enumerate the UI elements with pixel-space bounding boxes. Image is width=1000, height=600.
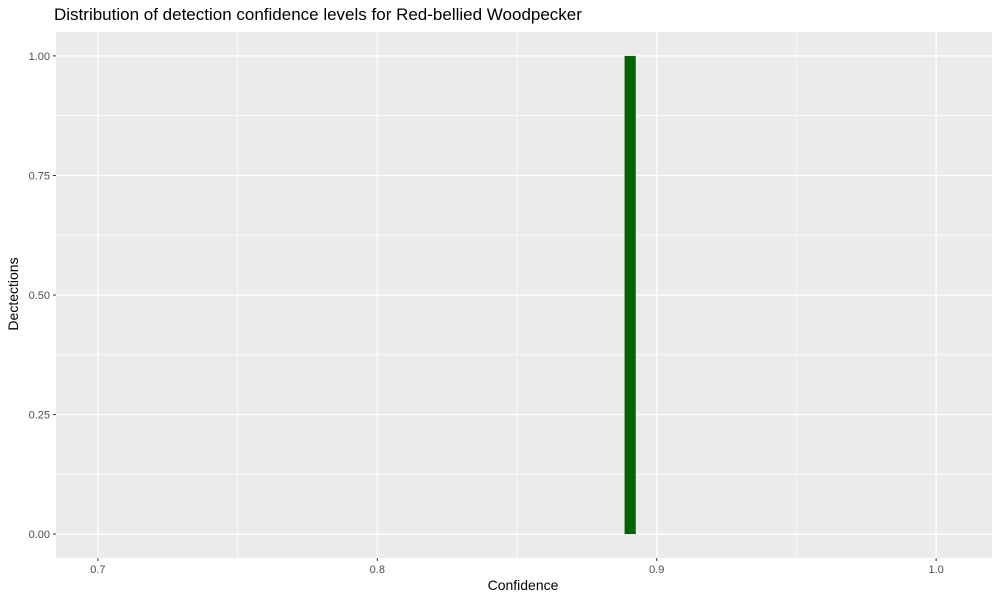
y-tick-label: 0.00: [29, 529, 50, 541]
y-tick-label: 0.75: [29, 170, 50, 182]
histogram-bar: [624, 55, 636, 535]
y-tick-label: 1.00: [29, 51, 50, 63]
histogram-bars: [624, 55, 636, 535]
x-tick-label: 1.0: [928, 564, 943, 576]
y-axis: 0.00 0.25 0.50 0.75 1.00: [29, 51, 56, 541]
chart-title: Distribution of detection confidence lev…: [54, 5, 582, 24]
y-tick-label: 0.50: [29, 290, 50, 302]
major-gridlines: [56, 32, 992, 558]
y-axis-title: Dectections: [5, 257, 21, 330]
y-tick-label: 0.25: [29, 410, 50, 422]
x-axis: 0.7 0.8 0.9 1.0: [90, 558, 944, 576]
x-axis-title: Confidence: [488, 577, 559, 593]
x-tick-label: 0.9: [649, 564, 664, 576]
x-tick-label: 0.7: [90, 564, 105, 576]
x-tick-label: 0.8: [370, 564, 385, 576]
